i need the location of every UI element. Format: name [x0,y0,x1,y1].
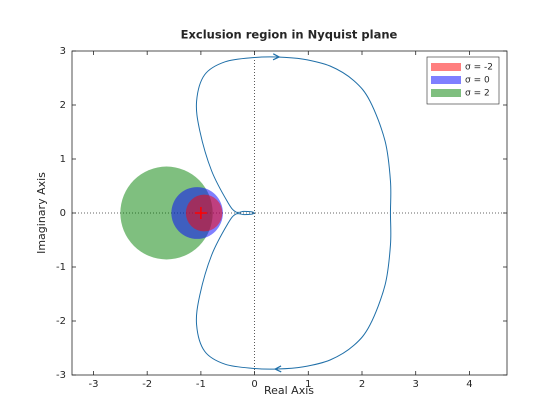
y-tick-label: 1 [60,154,66,165]
x-tick-label: -3 [88,379,98,390]
x-tick-label: 4 [466,379,472,390]
chart-title: Exclusion region in Nyquist plane [181,28,398,42]
legend-swatch [431,63,461,71]
legend-swatch [431,76,461,84]
y-tick-label: -1 [56,262,66,273]
x-tick-label: 0 [251,379,257,390]
legend-swatch [431,89,461,97]
y-tick-label: 3 [60,46,66,57]
x-axis-label: Real Axis [264,384,314,397]
legend: σ = -2 σ = 0 σ = 2 [426,56,500,105]
x-tick-label: -1 [196,379,206,390]
x-tick-label: 1 [305,379,311,390]
nyquist-curve [195,56,392,370]
y-tick-label: -2 [56,316,66,327]
y-tick-label: 2 [60,100,66,111]
plot-area [72,51,507,375]
direction-arrow [273,365,282,373]
legend-label: σ = 2 [465,89,490,99]
legend-label: σ = 0 [465,76,490,86]
y-axis-label: Imaginary Axis [35,172,48,254]
legend-label: σ = -2 [465,63,493,73]
direction-arrow [272,53,281,61]
x-tick-label: 3 [413,379,419,390]
plus-marker [194,207,207,219]
x-tick-label: 2 [359,379,365,390]
y-tick-label: -3 [56,370,66,381]
x-tick-label: -2 [142,379,152,390]
y-tick-label: 0 [60,208,66,219]
